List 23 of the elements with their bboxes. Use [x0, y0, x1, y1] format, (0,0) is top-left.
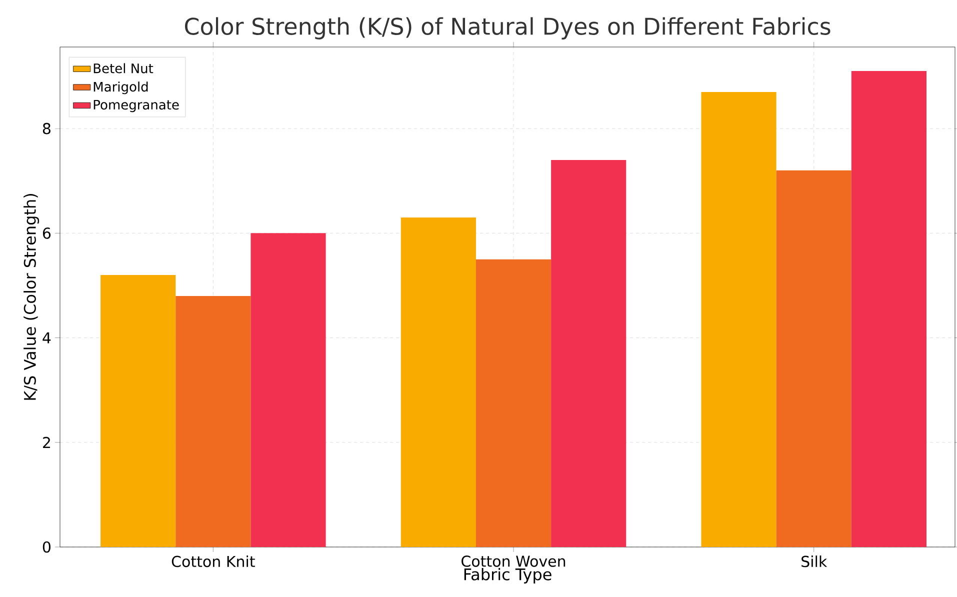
bar: [551, 160, 626, 547]
chart-title: Color Strength (K/S) of Natural Dyes on Different Fabrics: [184, 17, 830, 40]
bar: [476, 259, 552, 547]
y-tick-label: 0: [42, 541, 50, 553]
x-axis-title: Fabric Type: [464, 568, 552, 584]
y-tick-label: 4: [42, 332, 51, 344]
y-axis-title: K/S Value (Color Strength): [24, 194, 40, 400]
y-tick-label: 2: [43, 436, 50, 448]
bar: [701, 92, 776, 547]
y-tick-label: 6: [42, 228, 51, 239]
x-tick-label: Silk: [802, 556, 828, 568]
bar: [250, 233, 326, 547]
bar: [400, 218, 476, 547]
x-tick-label: Cotton Knit: [172, 556, 255, 568]
x-tick-label: Cotton Woven: [462, 556, 566, 567]
legend-label: Betel Nut: [94, 63, 154, 74]
bar: [100, 275, 176, 547]
bar: [851, 71, 926, 547]
legend-label: Marigold: [94, 82, 148, 94]
bar: [176, 296, 251, 547]
y-tick-label: 8: [42, 122, 50, 134]
legend-label: Pomegranate: [94, 100, 179, 112]
bar: [776, 170, 852, 547]
